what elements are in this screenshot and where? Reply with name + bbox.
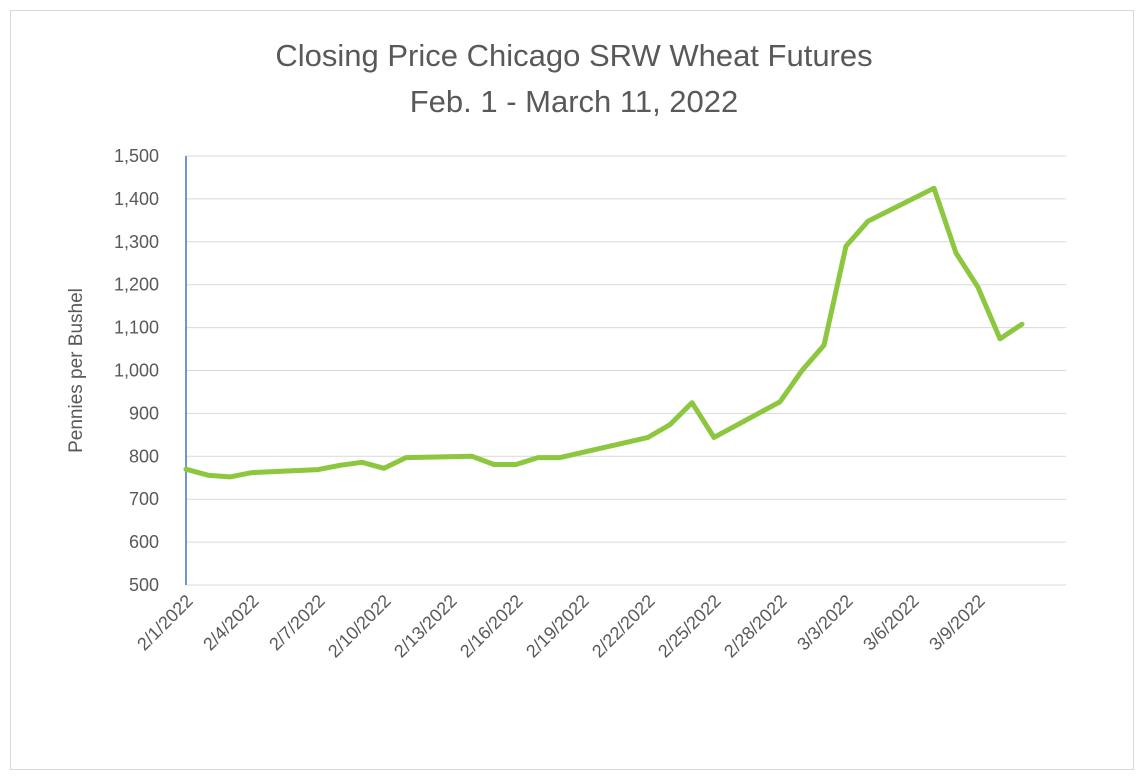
data-point [536, 455, 540, 460]
y-tick-label: 900 [129, 403, 159, 423]
data-point [404, 455, 408, 460]
data-point [514, 462, 518, 467]
data-point [998, 336, 1002, 341]
data-point [360, 460, 364, 465]
y-axis-label: Pennies per Bushel [66, 288, 87, 453]
data-point [690, 400, 694, 405]
data-point [976, 285, 980, 290]
x-tick-label: 2/7/2022 [265, 591, 329, 655]
y-tick-label: 1,100 [114, 318, 159, 338]
data-point [228, 474, 232, 479]
data-point [668, 422, 672, 427]
x-tick-label: 2/1/2022 [133, 591, 197, 655]
data-point [316, 467, 320, 472]
data-point [184, 467, 188, 472]
y-tick-label: 1,400 [114, 189, 159, 209]
x-tick-label: 2/4/2022 [199, 591, 263, 655]
data-point [558, 455, 562, 460]
y-tick-label: 1,500 [114, 146, 159, 166]
data-point [646, 435, 650, 440]
data-point [206, 473, 210, 478]
x-tick-label: 2/25/2022 [654, 591, 725, 662]
x-tick-label: 3/3/2022 [793, 591, 857, 655]
data-point [250, 470, 254, 475]
y-tick-label: 500 [129, 575, 159, 595]
data-point [778, 399, 782, 404]
y-tick-label: 700 [129, 489, 159, 509]
data-point [954, 250, 958, 255]
series-group [183, 185, 1025, 480]
gridlines [186, 155, 1066, 586]
data-point [1020, 322, 1024, 327]
x-axis-ticks: 2/1/2022 2/4/2022 2/7/20222/10/20222/13/20… [133, 591, 989, 662]
data-point [338, 463, 342, 468]
y-tick-label: 1,300 [114, 232, 159, 252]
series-line-0 [183, 185, 1025, 480]
data-point [866, 219, 870, 224]
data-point [712, 435, 716, 440]
data-point [932, 186, 936, 191]
x-tick-label: 2/22/2022 [588, 591, 659, 662]
y-tick-label: 1,200 [114, 275, 159, 295]
y-axis-ticks: 500 600 700 800 900 1,000 1,100 1,200 1,300 1,400… [114, 146, 159, 595]
data-point [492, 462, 496, 467]
chart-subtitle: Feb. 1 - March 11, 2022 [409, 84, 739, 119]
x-tick-label: 3/6/2022 [859, 591, 923, 655]
y-tick-label: 800 [129, 446, 159, 466]
x-tick-label: 3/9/2022 [925, 591, 989, 655]
y-tick-label: 1,000 [114, 361, 159, 381]
x-tick-label: 2/28/2022 [720, 591, 791, 662]
chart-title: Closing Price Chicago SRW Wheat Futures [275, 38, 873, 73]
chart-frame [10, 10, 1134, 770]
y-tick-label: 600 [129, 532, 159, 552]
x-tick-label: 2/16/2022 [456, 591, 527, 662]
x-tick-label: 2/10/2022 [324, 591, 395, 662]
data-point [470, 454, 474, 459]
data-point [822, 343, 826, 348]
data-point [382, 466, 386, 471]
x-tick-label: 2/19/2022 [522, 591, 593, 662]
data-point [800, 368, 804, 373]
data-point [844, 244, 848, 249]
x-tick-label: 2/13/2022 [390, 591, 461, 662]
